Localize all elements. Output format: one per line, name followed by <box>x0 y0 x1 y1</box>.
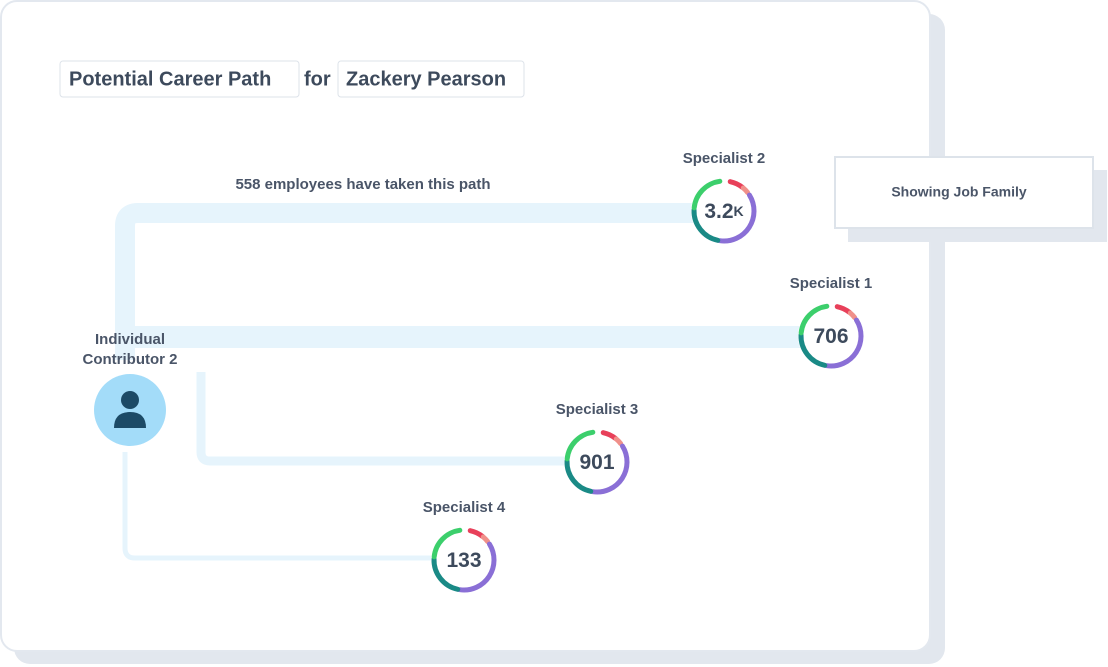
ring-segment <box>564 458 594 494</box>
ring-segment <box>480 534 491 545</box>
ring-segment <box>590 443 630 495</box>
path-note: 558 employees have taken this path <box>235 176 490 193</box>
paths <box>115 203 805 561</box>
ring-segment <box>847 310 858 321</box>
node-bg <box>691 178 757 244</box>
avatar <box>94 374 166 446</box>
node-count-value: 3.2 <box>704 200 733 223</box>
role-label: Contributor 2 <box>83 351 178 368</box>
node-label: Specialist 3 <box>556 401 639 418</box>
node-bg <box>431 527 497 593</box>
node-bg <box>798 303 864 369</box>
ring-segment <box>717 192 757 244</box>
ring-segment <box>431 556 461 592</box>
node-count: 3.2K <box>704 200 743 223</box>
ring-segment <box>613 436 624 447</box>
name-box <box>337 60 525 98</box>
node-count-unit: K <box>734 203 744 219</box>
ring-segment <box>431 527 463 560</box>
path <box>115 203 700 360</box>
ring-segment <box>824 317 864 369</box>
ring-segment <box>798 332 828 368</box>
title-box <box>59 60 300 98</box>
panel-label: Showing Job Family <box>891 184 1027 200</box>
node-count-value: 133 <box>446 549 481 572</box>
node-count: 133 <box>446 549 481 572</box>
node-label: Specialist 1 <box>790 275 873 292</box>
ring-segment <box>691 178 723 211</box>
ring-segment <box>798 303 830 336</box>
path <box>196 372 570 466</box>
node-count: 901 <box>579 451 614 474</box>
role-label: Individual <box>95 331 165 348</box>
node-count-value: 706 <box>813 325 848 348</box>
ring-segment <box>457 541 497 593</box>
node-bg <box>564 429 630 495</box>
node-label: Specialist 4 <box>423 499 506 516</box>
node-label: Specialist 2 <box>683 150 766 167</box>
node-count-value: 901 <box>579 451 614 474</box>
avatar-icon <box>114 412 146 428</box>
ring-segment <box>691 207 721 243</box>
ring-segment <box>740 185 751 196</box>
title-connector: for <box>304 68 331 90</box>
title: Potential Career Path <box>69 68 271 90</box>
path <box>122 452 440 561</box>
node-count: 706 <box>813 325 848 348</box>
employee-name: Zackery Pearson <box>346 68 506 90</box>
avatar-icon <box>121 391 139 409</box>
ring-segment <box>564 429 596 462</box>
panel <box>834 156 1094 229</box>
